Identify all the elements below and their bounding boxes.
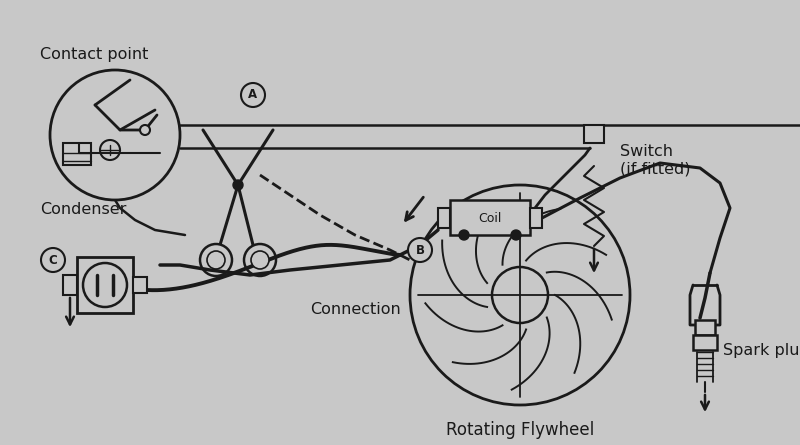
Text: Connection: Connection: [310, 303, 401, 317]
FancyBboxPatch shape: [530, 208, 542, 228]
Circle shape: [244, 244, 276, 276]
Text: A: A: [249, 89, 258, 101]
Circle shape: [140, 125, 150, 135]
FancyBboxPatch shape: [77, 257, 133, 313]
Text: Switch
(if fitted): Switch (if fitted): [620, 144, 690, 176]
Text: Coil: Coil: [478, 211, 502, 224]
Circle shape: [207, 251, 225, 269]
Circle shape: [83, 263, 127, 307]
FancyBboxPatch shape: [63, 143, 91, 165]
FancyBboxPatch shape: [438, 208, 450, 228]
Text: Spark plug: Spark plug: [723, 343, 800, 357]
Circle shape: [200, 244, 232, 276]
FancyBboxPatch shape: [584, 125, 604, 143]
Circle shape: [459, 230, 469, 240]
Text: B: B: [415, 243, 425, 256]
FancyBboxPatch shape: [133, 277, 147, 293]
FancyBboxPatch shape: [693, 335, 717, 350]
Circle shape: [41, 248, 65, 272]
Circle shape: [241, 83, 265, 107]
Circle shape: [50, 70, 180, 200]
Circle shape: [233, 180, 243, 190]
FancyBboxPatch shape: [450, 200, 530, 235]
Circle shape: [410, 185, 630, 405]
FancyBboxPatch shape: [63, 275, 77, 295]
FancyBboxPatch shape: [695, 320, 715, 335]
Text: Rotating Flywheel: Rotating Flywheel: [446, 421, 594, 439]
Circle shape: [408, 238, 432, 262]
Circle shape: [492, 267, 548, 323]
Text: Contact point: Contact point: [40, 48, 148, 62]
Circle shape: [251, 251, 269, 269]
Text: Condenser: Condenser: [40, 202, 126, 218]
Circle shape: [511, 230, 521, 240]
Text: C: C: [49, 254, 58, 267]
